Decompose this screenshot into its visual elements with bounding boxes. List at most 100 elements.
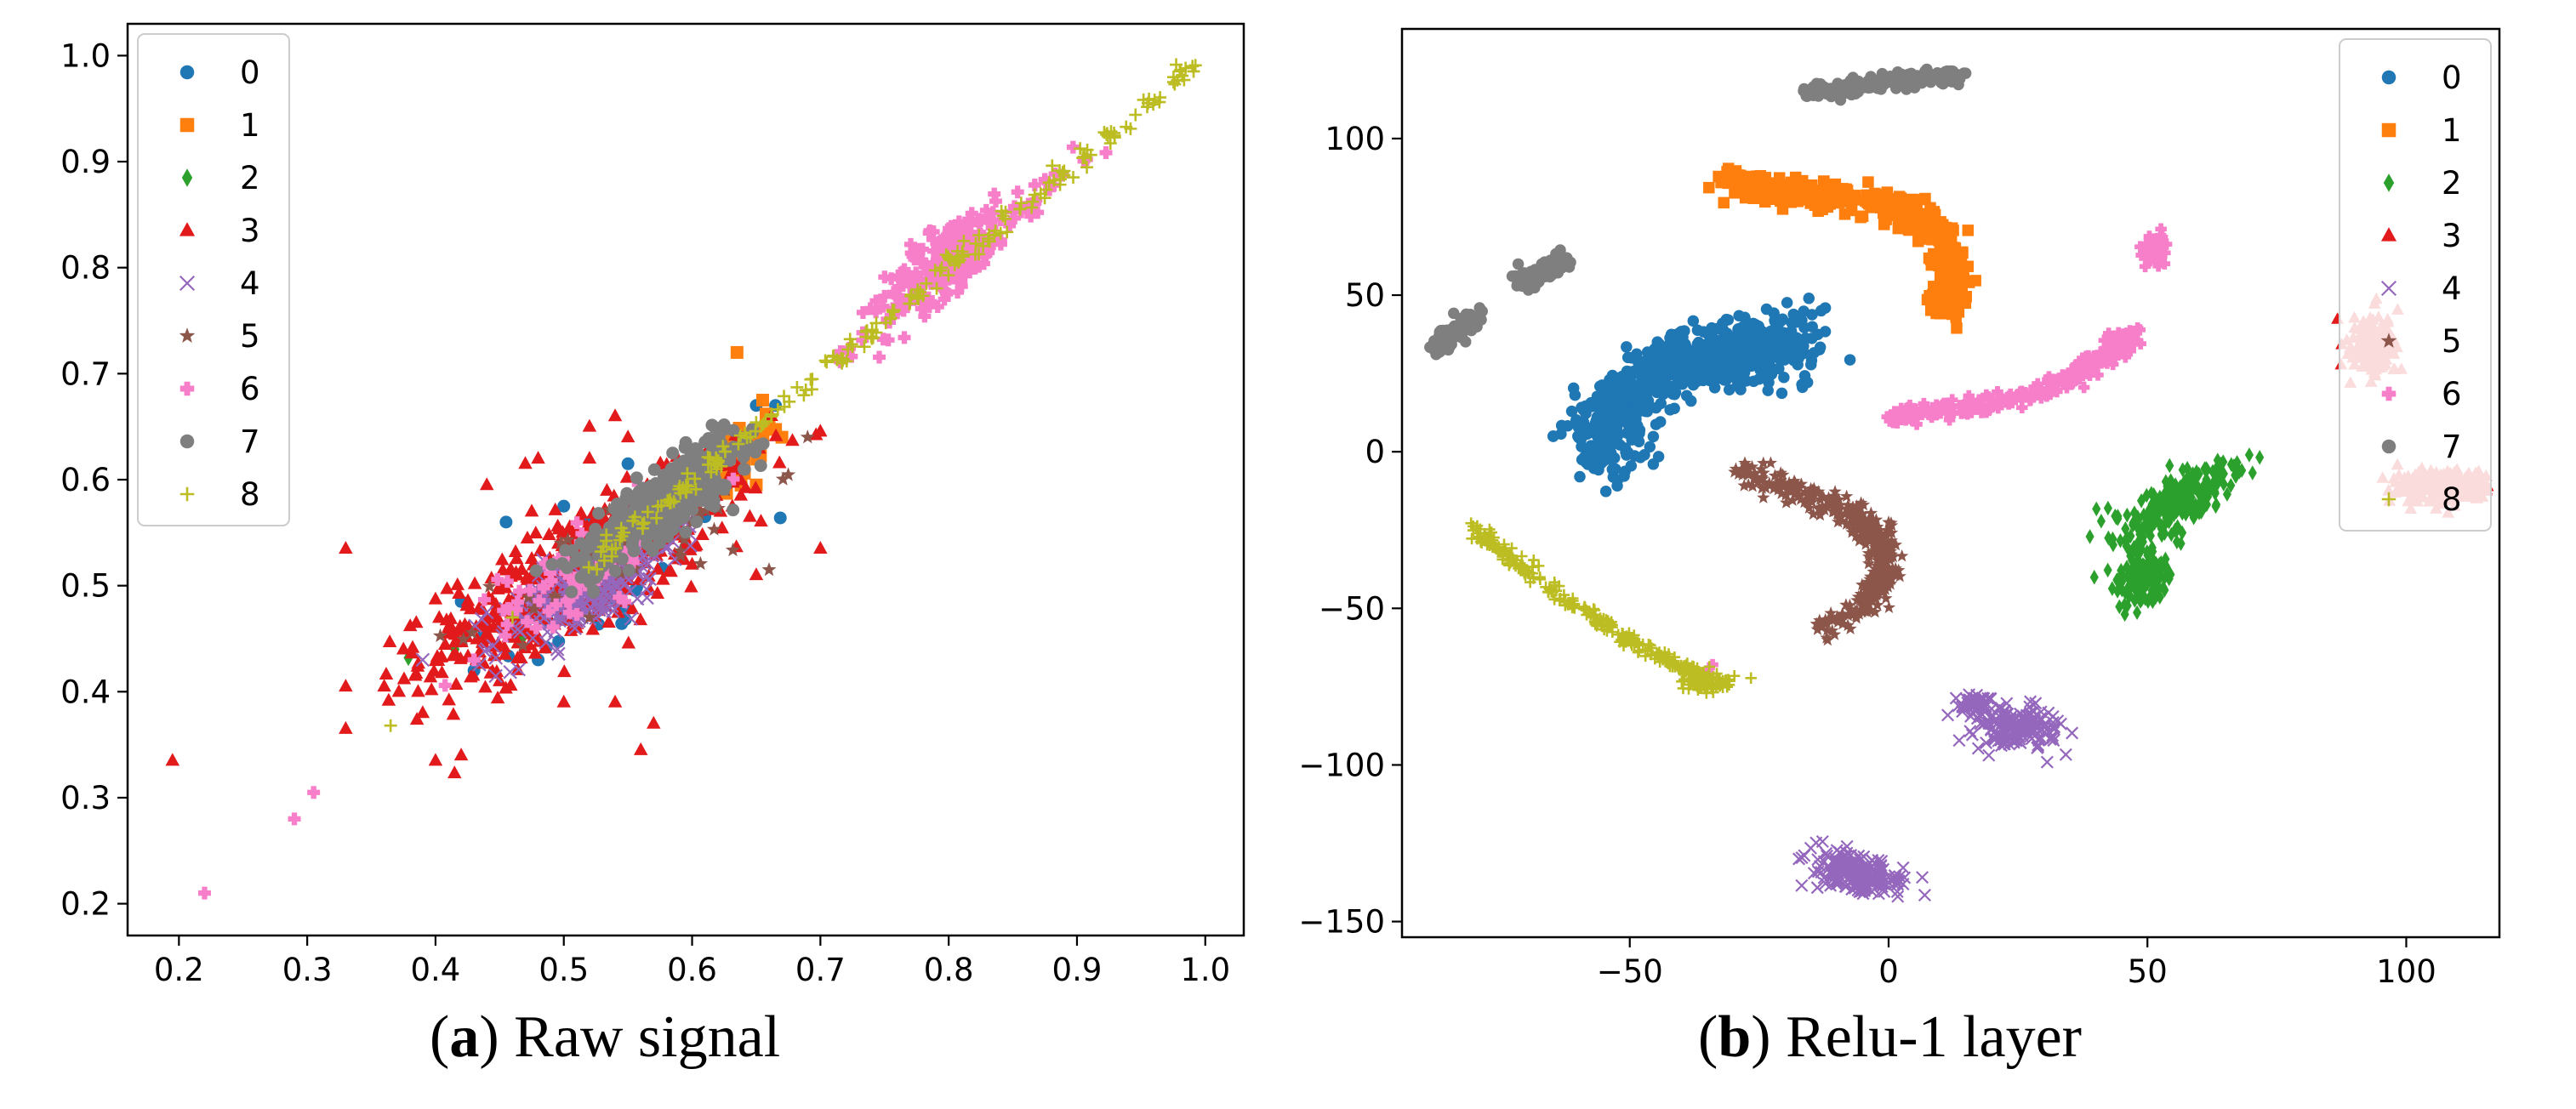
point-a-class-8	[836, 354, 850, 367]
point-b-class-5	[1841, 498, 1855, 511]
point-a-class-6	[903, 279, 917, 293]
point-b-class-5	[1767, 481, 1781, 495]
point-b-class-0	[1774, 327, 1786, 340]
point-a-class-8	[948, 259, 961, 272]
point-b-class-0	[1764, 350, 1777, 362]
point-b-class-5	[1882, 515, 1895, 528]
legend-label-a-2: 2	[240, 160, 260, 196]
point-a-class-8	[641, 505, 654, 519]
point-a-class-6	[562, 593, 576, 606]
point-b-class-5	[1851, 522, 1865, 536]
point-a-class-3	[391, 684, 407, 697]
point-a-class-3	[463, 601, 478, 615]
point-a-class-3	[695, 526, 710, 540]
point-a-class-8	[1025, 201, 1039, 214]
point-a-class-8	[869, 316, 883, 330]
point-b-class-5	[1855, 526, 1870, 539]
point-b-class-4	[1872, 872, 1885, 885]
legend-box-a	[137, 33, 290, 526]
point-b-class-0	[1742, 338, 1755, 350]
point-b-class-0	[1565, 405, 1578, 418]
point-b-class-5	[1889, 537, 1903, 551]
point-b-class-6	[2156, 230, 2169, 243]
point-b-class-1	[1943, 226, 1956, 238]
point-a-class-6	[497, 604, 510, 617]
point-a-class-4	[479, 605, 494, 620]
point-b-class-5	[1836, 617, 1849, 630]
point-b-class-5	[1849, 514, 1863, 527]
point-b-class-6	[2134, 241, 2146, 253]
point-a-class-4	[511, 662, 527, 677]
point-b-class-0	[1783, 350, 1796, 362]
point-a-class-6	[887, 286, 901, 299]
point-b-class-6	[2151, 234, 2163, 247]
point-b-class-5	[1774, 466, 1787, 479]
point-b-class-4	[2003, 737, 2016, 751]
point-a-class-6	[1080, 152, 1093, 166]
point-b-class-0	[1610, 383, 1621, 395]
point-b-class-4	[1957, 700, 1970, 714]
point-a-class-3	[460, 593, 476, 606]
point-a-class-3	[785, 433, 800, 446]
point-b-class-5	[1871, 520, 1884, 533]
point-a-class-7	[666, 523, 680, 537]
point-a-class-7	[592, 507, 606, 520]
point-a-class-8	[1077, 150, 1091, 163]
point-b-class-5	[1747, 466, 1762, 479]
point-b-class-4	[2034, 714, 2048, 727]
point-b-class-4	[2025, 732, 2038, 746]
point-a-class-6	[923, 224, 937, 237]
point-b-class-2	[2187, 481, 2197, 497]
point-b-class-5	[1878, 576, 1892, 589]
point-b-class-0	[1599, 486, 1612, 498]
point-a-class-6	[539, 556, 552, 570]
point-b-class-0	[1713, 344, 1726, 356]
y-tick-label-a: 0.2	[60, 886, 111, 923]
point-a-class-7	[649, 518, 663, 532]
point-a-class-6	[491, 572, 504, 586]
point-a-class-6	[197, 886, 211, 900]
x-tick-label-a: 0.9	[1052, 952, 1103, 988]
point-a-class-8	[676, 481, 690, 495]
point-a-class-3	[478, 629, 493, 643]
point-a-class-3	[650, 585, 665, 599]
point-a-class-6	[544, 566, 557, 580]
point-b-class-2	[2175, 479, 2185, 495]
point-a-class-6	[938, 293, 951, 306]
point-b-class-1	[1832, 189, 1844, 201]
point-a-class-8	[969, 247, 982, 261]
point-b-class-0	[1724, 357, 1736, 370]
point-a-class-3	[516, 619, 531, 633]
point-b-class-5	[1778, 479, 1792, 492]
point-a-class-3	[510, 650, 525, 663]
point-a-class-6	[984, 216, 998, 230]
series-a-class-8	[384, 58, 1202, 732]
point-b-class-5	[1831, 615, 1845, 628]
point-a-class-3	[601, 615, 616, 628]
point-a-class-8	[920, 276, 933, 290]
point-b-class-5	[1831, 515, 1845, 528]
point-b-class-5	[1868, 605, 1882, 618]
point-a-class-7	[687, 488, 701, 502]
point-a-class-8	[1186, 60, 1200, 73]
point-b-class-5	[1807, 481, 1821, 494]
point-b-class-0	[1731, 379, 1743, 392]
point-a-class-6	[438, 679, 452, 692]
point-a-class-6	[1008, 211, 1022, 225]
point-a-class-4	[639, 570, 653, 585]
point-a-class-7	[608, 564, 622, 577]
legend-marker-a-7	[180, 434, 195, 449]
point-b-class-1	[1703, 181, 1715, 194]
point-a-class-5	[706, 521, 721, 536]
point-b-class-4	[1941, 708, 1955, 722]
point-a-class-6	[521, 615, 534, 628]
point-a-class-5	[698, 503, 714, 517]
point-b-class-2	[2177, 491, 2186, 506]
point-a-class-3	[733, 487, 749, 501]
point-b-class-2	[2173, 519, 2182, 534]
point-b-class-5	[1857, 515, 1872, 529]
point-b-class-4	[1987, 733, 2001, 747]
point-a-class-7	[749, 446, 762, 459]
point-a-class-5	[582, 610, 597, 624]
